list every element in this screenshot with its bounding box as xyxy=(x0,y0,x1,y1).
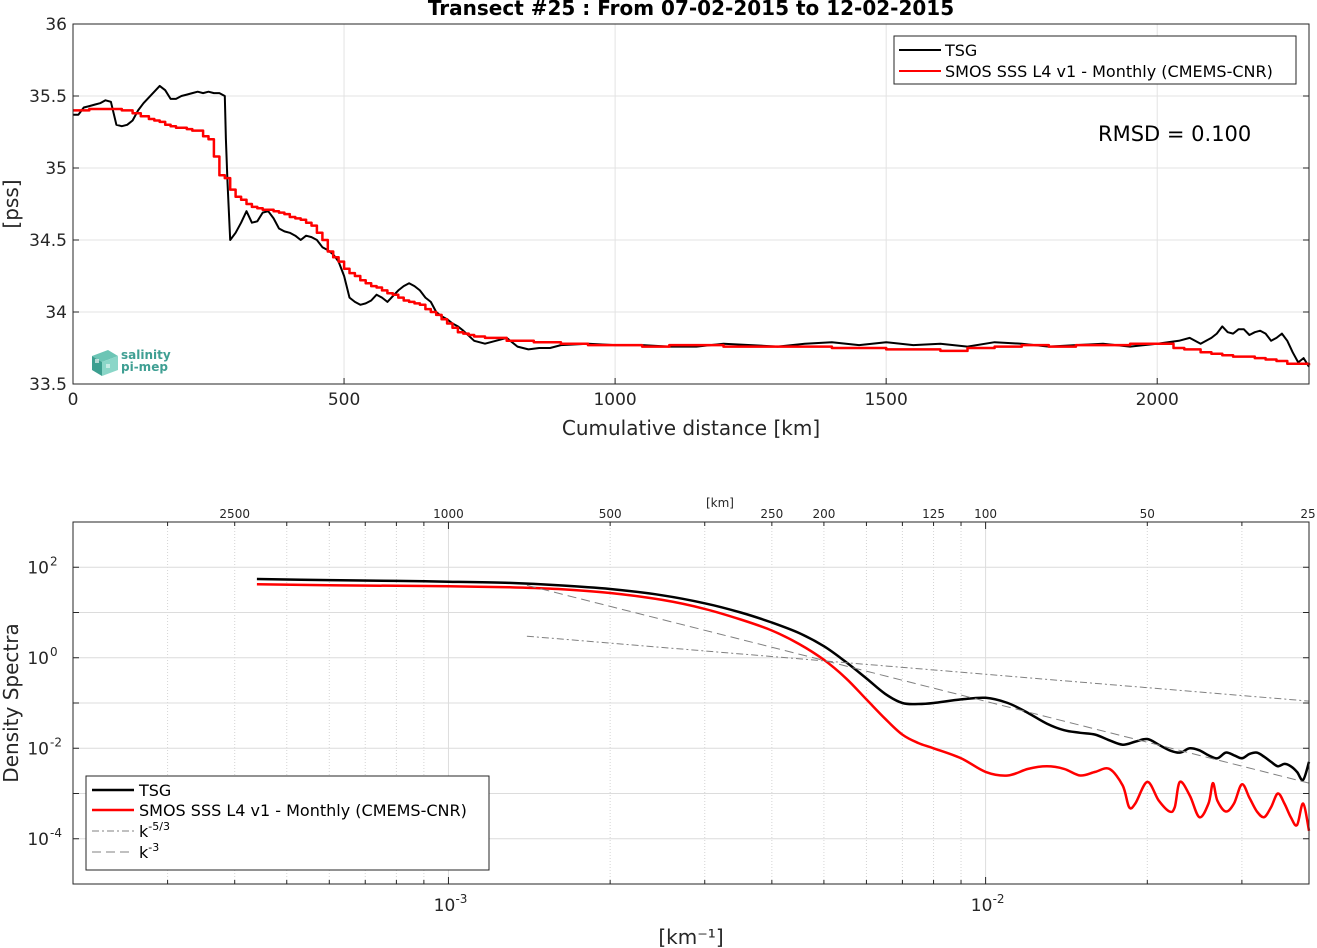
bottom-top-tick-label: 250 xyxy=(760,507,783,521)
top-y-axis-label: [pss] xyxy=(0,179,23,228)
bottom-top-tick-label: 25 xyxy=(1300,507,1315,521)
bottom-y-tick-label: 10 xyxy=(27,739,49,759)
top-x-axis-label: Cumulative distance [km] xyxy=(562,416,820,440)
bottom-y-axis-label: Density Spectra xyxy=(0,623,23,782)
top-x-tick-label: 500 xyxy=(328,390,360,410)
bottom-y-tick-exponent: -4 xyxy=(50,826,62,840)
top-ticks: 0 500 1000 1500 2000 33.5 34 34.5 35 35.5 36 xyxy=(29,15,1309,410)
bottom-legend-box xyxy=(85,775,490,871)
bottom-top-tick-label: 100 xyxy=(974,507,997,521)
bottom-legend-label-tsg: TSG xyxy=(138,781,171,800)
top-y-tick-label: 33.5 xyxy=(29,375,67,395)
logo-cube-icon xyxy=(92,350,118,376)
salinity-pi-mep-logo: salinity pi-mep xyxy=(92,348,171,376)
bottom-series-group xyxy=(256,577,1311,832)
bottom-series-k53-line xyxy=(526,635,1310,702)
bottom-legend: TSG SMOS SSS L4 v1 - Monthly (CMEMS-CNR)… xyxy=(85,775,490,871)
bottom-y-tick-label: 10 xyxy=(27,558,49,578)
bottom-y-tick-exponent: -2 xyxy=(50,735,62,749)
bottom-top-tick-label: 50 xyxy=(1140,507,1155,521)
logo-text-line2: pi-mep xyxy=(121,360,168,374)
bottom-x-axis-label: [km⁻¹] xyxy=(658,925,723,948)
top-legend-label-tsg: TSG xyxy=(944,41,977,60)
bottom-x-tick-label: 10 xyxy=(434,896,456,916)
top-y-tick-label: 34.5 xyxy=(29,231,67,251)
bottom-top-tick-label: 500 xyxy=(599,507,622,521)
bottom-series-k3-line xyxy=(526,584,1310,784)
top-y-tick-label: 35 xyxy=(45,159,67,179)
top-series-group xyxy=(73,84,1311,368)
top-y-tick-label: 34 xyxy=(45,303,67,323)
bottom-x-tick-label: 10 xyxy=(971,896,993,916)
transect-salinity-chart: 0 500 1000 1500 2000 33.5 34 34.5 35 35.5 36 Trans… xyxy=(0,0,1311,440)
bottom-series-smos-line xyxy=(256,583,1311,832)
bottom-legend-label-k3: k-3 xyxy=(139,841,159,862)
top-x-tick-label: 2000 xyxy=(1136,390,1179,410)
bottom-y-tick-exponent: 2 xyxy=(50,554,58,568)
top-series-smos-line xyxy=(73,107,1311,366)
bottom-legend-label-k53: k-5/3 xyxy=(139,820,170,841)
top-plot-frame xyxy=(72,23,1310,385)
top-legend-box xyxy=(893,35,1297,85)
top-x-tick-label: 1500 xyxy=(865,390,908,410)
top-legend: TSG SMOS SSS L4 v1 - Monthly (CMEMS-CNR) xyxy=(893,35,1297,85)
top-x-tick-label: 1000 xyxy=(593,390,636,410)
top-chart-title: Transect #25 : From 07-02-2015 to 12-02-… xyxy=(428,0,954,20)
bottom-top-tick-label: 200 xyxy=(812,507,835,521)
bottom-y-tick-label: 10 xyxy=(27,649,49,669)
top-x-tick-label: 0 xyxy=(68,390,79,410)
bottom-legend-label-smos: SMOS SSS L4 v1 - Monthly (CMEMS-CNR) xyxy=(139,801,467,820)
top-y-tick-label: 35.5 xyxy=(29,87,67,107)
rmsd-annotation: RMSD = 0.100 xyxy=(1098,122,1251,146)
bottom-x-tick-exponent: -3 xyxy=(455,892,467,906)
logo-text-line1: salinity xyxy=(121,348,171,362)
bottom-y-tick-exponent: 0 xyxy=(50,645,58,659)
bottom-series-tsg-line xyxy=(256,577,1311,782)
bottom-top-tick-label: 1000 xyxy=(433,507,464,521)
top-legend-label-smos: SMOS SSS L4 v1 - Monthly (CMEMS-CNR) xyxy=(945,62,1273,81)
bottom-y-tick-label: 10 xyxy=(27,830,49,850)
bottom-top-tick-label: 2500 xyxy=(219,507,250,521)
top-series-tsg-line xyxy=(73,84,1310,368)
bottom-top-tick-label: 125 xyxy=(922,507,945,521)
bottom-top-axis-label: [km] xyxy=(706,496,734,510)
bottom-x-tick-exponent: -2 xyxy=(993,892,1005,906)
top-y-tick-label: 36 xyxy=(45,15,67,35)
